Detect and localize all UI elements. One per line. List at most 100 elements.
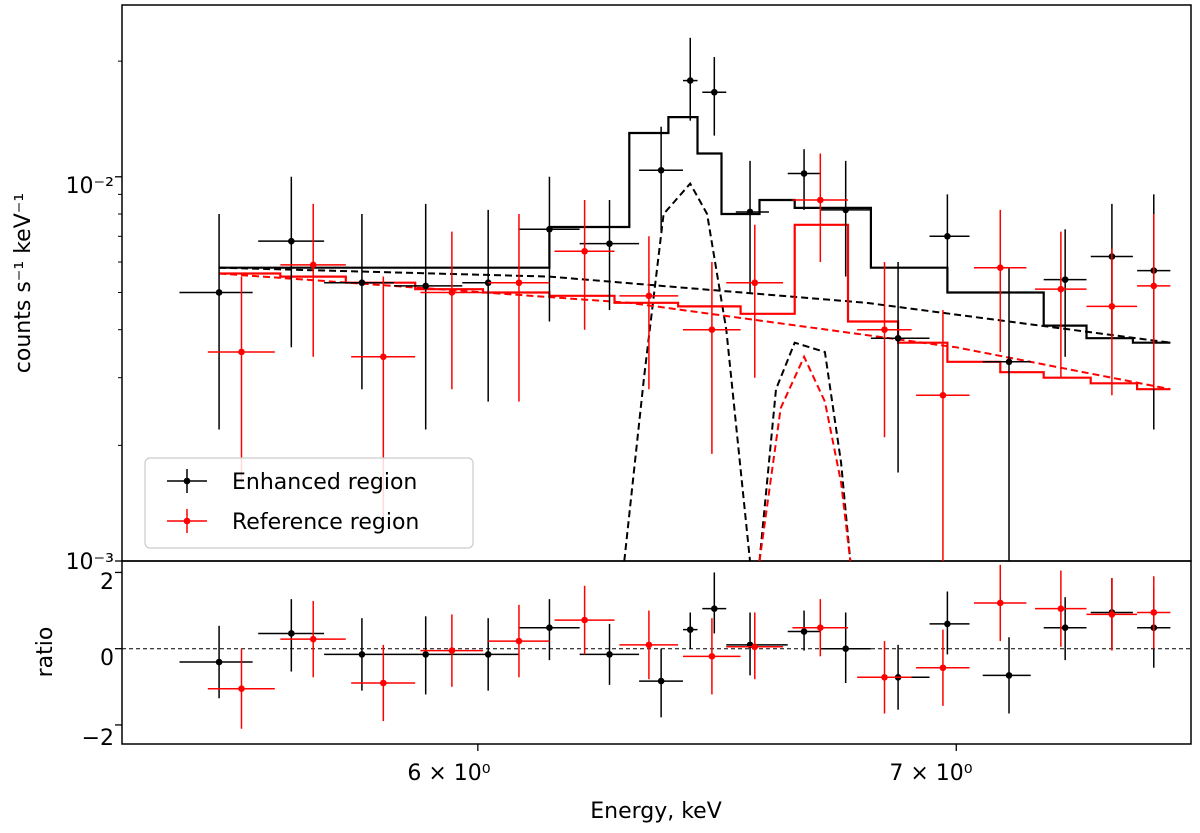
enhanced-region-point-12-marker: [842, 206, 849, 214]
top-panel-plot: [179, 37, 1171, 561]
reference-region-point-15: [1137, 214, 1171, 390]
ratio-enhanced-region-point-12: [820, 612, 871, 683]
ratio-reference-region-point-13-marker: [1057, 605, 1065, 612]
ratio-reference-region-point-4: [488, 604, 550, 678]
ratio-reference-region-point-3-marker: [448, 647, 456, 654]
ratio-reference-region-point-8: [726, 612, 784, 680]
ratio-enhanced-region-point-16-marker: [1061, 624, 1069, 632]
ratio-reference-region-point-14: [1086, 578, 1138, 651]
ratio-enhanced-region-point-3: [393, 616, 463, 695]
x-axis-label: Energy, keV: [590, 799, 722, 824]
reference-region-point-7: [682, 262, 741, 454]
enhanced-region-point-16-marker: [1061, 276, 1069, 283]
reference-region-point-6: [619, 236, 679, 390]
ratio-reference-region-point-1: [280, 601, 346, 678]
legend-marker-reference: [167, 509, 207, 533]
ratio-enhanced-region-point-10: [726, 612, 788, 676]
enhanced-region-point-5-marker: [546, 226, 553, 233]
enhanced-region-point-2: [324, 214, 394, 390]
ratio-panel-plot: [122, 564, 1191, 729]
reference-region-point-5-marker: [581, 247, 588, 255]
ratio-reference-region-point-3: [420, 614, 484, 687]
ratio-enhanced-region-point-11-marker: [800, 628, 808, 635]
reference-region-point-4: [488, 214, 550, 402]
reference-region-point-9-marker: [817, 196, 824, 204]
reference-region-point-14: [1086, 248, 1138, 396]
enhanced-region-model-step: [219, 116, 1171, 344]
enhanced-region-line-component-1: [758, 341, 852, 561]
ratio-reference-region-point-7-marker: [708, 653, 716, 660]
ratio-enhanced-region-point-4: [462, 618, 519, 691]
legend-box: [144, 457, 474, 549]
bottom-panel-frame: [121, 560, 1192, 745]
enhanced-region-point-3: [393, 203, 463, 430]
ratio-tick-label-neg2: −2: [82, 726, 114, 751]
ratio-enhanced-region-point-5-marker: [546, 624, 553, 632]
ratio-enhanced-region-point-11: [787, 610, 821, 651]
ratio-enhanced-region-point-5: [518, 599, 580, 661]
enhanced-region-point-15: [982, 267, 1031, 561]
ratio-enhanced-region-point-15-marker: [1005, 672, 1013, 679]
enhanced-region-continuum: [219, 266, 1171, 344]
legend-label-reference: Reference region: [232, 510, 419, 535]
ratio-enhanced-region-point-2-marker: [358, 651, 366, 658]
ratio-enhanced-region-point-0-marker: [215, 658, 223, 666]
ratio-reference-region-point-9-marker: [817, 624, 824, 632]
reference-region-point-15-marker: [1150, 282, 1158, 290]
ratio-reference-region-point-9: [792, 599, 848, 657]
enhanced-region-point-12: [820, 160, 871, 277]
enhanced-region-point-15-marker: [1005, 358, 1013, 366]
ratio-enhanced-region-point-14: [929, 591, 970, 655]
enhanced-region-point-6-marker: [606, 240, 613, 247]
ratio-reference-region-point-15-marker: [1150, 609, 1158, 616]
ratio-enhanced-region-point-15: [982, 637, 1031, 714]
enhanced-region-line-component-0: [623, 181, 751, 561]
ratio-reference-region-point-15: [1137, 576, 1171, 649]
ratio-reference-region-point-5: [554, 585, 615, 655]
enhanced-region-point-5: [518, 176, 580, 322]
ratio-enhanced-region-point-8: [682, 612, 698, 649]
legend: Enhanced region Reference region: [144, 457, 474, 549]
legend-label-enhanced: Enhanced region: [232, 470, 417, 495]
reference-region-continuum: [219, 272, 1171, 391]
ratio-enhanced-region-point-7: [639, 648, 683, 718]
ratio-enhanced-region-point-9-marker: [711, 605, 718, 612]
ratio-reference-region-point-8-marker: [751, 643, 759, 651]
reference-region-point-11-marker: [939, 391, 947, 399]
reference-region-point-8: [726, 224, 784, 378]
enhanced-region-point-3-marker: [422, 282, 429, 290]
enhanced-region-point-0: [179, 214, 253, 430]
enhanced-region-point-16: [1043, 229, 1087, 357]
ratio-enhanced-region-point-2: [324, 618, 394, 691]
ratio-reference-region-point-12-marker: [996, 599, 1004, 607]
enhanced-region-point-6: [579, 200, 640, 311]
ratio-reference-region-point-0-marker: [238, 685, 245, 693]
ratio-axis-label: ratio: [33, 627, 58, 678]
ratio-enhanced-region-point-4-marker: [484, 651, 492, 658]
reference-region-point-6-marker: [645, 292, 653, 300]
enhanced-region-point-0-marker: [215, 289, 223, 296]
ratio-enhanced-region-point-0: [179, 625, 253, 699]
reference-region-point-11: [916, 310, 970, 561]
y-axis-label: counts s⁻¹ keV⁻¹: [11, 193, 36, 373]
reference-region-point-0-marker: [238, 348, 245, 356]
ratio-reference-region-point-12: [973, 564, 1027, 642]
x-tick-label-6: 6 × 10⁰: [407, 761, 490, 786]
ratio-enhanced-region-point-9: [702, 572, 727, 634]
reference-region-point-2-marker: [380, 353, 387, 361]
ratio-reference-region-point-7: [682, 618, 741, 695]
ratio-reference-region-point-2: [351, 644, 416, 722]
ratio-reference-region-point-10-marker: [881, 673, 888, 681]
legend-marker-enhanced: [167, 469, 207, 493]
reference-region-point-10: [857, 262, 912, 438]
enhanced-region-point-8-marker: [686, 77, 694, 84]
reference-region-point-3: [420, 231, 484, 390]
reference-region-point-9: [792, 153, 848, 263]
reference-region-point-4-marker: [515, 279, 523, 287]
ratio-reference-region-point-6-marker: [645, 641, 653, 649]
reference-region-point-12: [973, 209, 1027, 352]
reference-region-line-component-0: [758, 354, 852, 561]
ratio-enhanced-region-point-7-marker: [657, 677, 665, 685]
reference-region-point-1-marker: [309, 261, 317, 269]
ratio-reference-region-point-13: [1035, 570, 1087, 647]
